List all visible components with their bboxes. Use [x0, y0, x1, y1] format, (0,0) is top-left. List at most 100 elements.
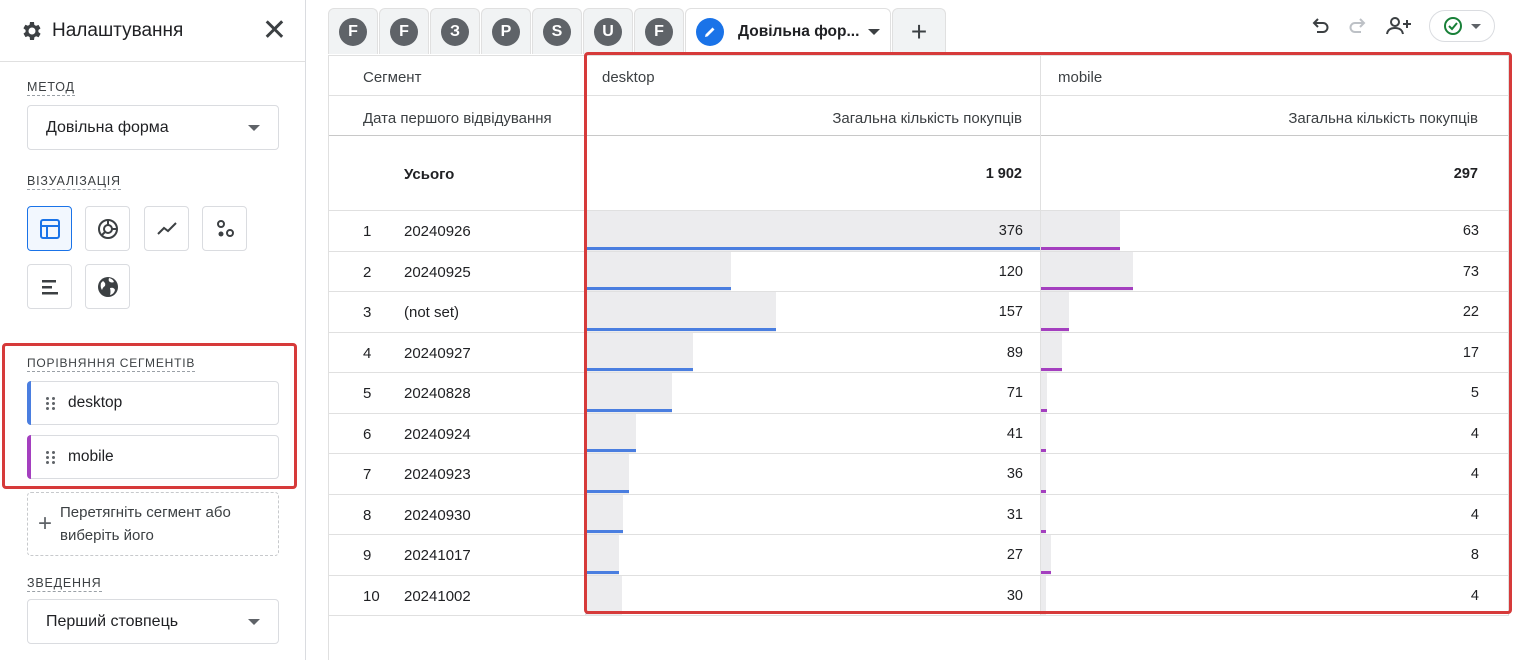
donut-viz-button[interactable] — [85, 206, 130, 251]
tab-1[interactable]: F — [328, 8, 378, 54]
undo-icon[interactable] — [1309, 15, 1331, 37]
row-value-mobile: 22 — [1462, 304, 1479, 320]
row-value-desktop: 27 — [1006, 547, 1023, 563]
tab-avatar: S — [543, 17, 571, 46]
pivot-select[interactable]: Перший стовпець — [27, 599, 279, 644]
bar-desktop-bg — [586, 251, 731, 291]
bar-mobile — [1041, 489, 1047, 493]
pencil-icon — [696, 17, 724, 46]
segment-drop-zone[interactable]: + Перетягніть сегмент або виберіть його — [27, 492, 279, 556]
table-row[interactable]: 9 20241017 27 8 — [329, 535, 1509, 576]
bar-chart-icon — [41, 279, 58, 294]
drag-handle-icon[interactable] — [46, 450, 56, 464]
segment-col-desktop[interactable]: desktop — [602, 69, 655, 86]
bar-mobile — [1041, 287, 1133, 290]
table-row[interactable]: 6 20240924 41 4 — [329, 413, 1509, 454]
row-value-mobile: 4 — [1470, 425, 1479, 442]
geo-viz-button[interactable] — [85, 264, 130, 309]
row-value-desktop: 36 — [1006, 466, 1023, 482]
table-row[interactable]: 10 20241002 30 4 — [329, 575, 1509, 616]
toolbar — [1309, 10, 1495, 42]
tab-4[interactable]: P — [481, 8, 531, 54]
row-date: 20240923 — [404, 466, 471, 483]
settings-title: Налаштування — [52, 19, 184, 41]
row-date: 20240924 — [404, 425, 471, 443]
metric-header-mobile[interactable]: Загальна кількість покупців — [1288, 110, 1478, 127]
table-row[interactable]: 2 20240925 120 73 — [329, 251, 1509, 292]
table-row[interactable]: 7 20240923 36 4 — [329, 454, 1509, 495]
row-value-mobile: 63 — [1462, 223, 1479, 239]
tab-avatar: З — [441, 17, 469, 46]
line-chart-icon — [156, 221, 177, 235]
tab-bar: F F З P S U F Довільна фор... + — [328, 8, 946, 54]
tab-6[interactable]: U — [583, 8, 633, 54]
chevron-down-icon[interactable] — [868, 28, 880, 35]
plus-icon: + — [38, 510, 53, 537]
drop-hint-line1: Перетягніть сегмент або — [60, 504, 231, 521]
scatter-viz-button[interactable] — [202, 206, 247, 251]
row-value-mobile: 73 — [1462, 263, 1479, 280]
row-rank: 6 — [363, 425, 372, 443]
bar-mobile-bg — [1041, 251, 1133, 291]
bar-desktop-bg — [586, 211, 1040, 251]
tab-avatar: F — [339, 17, 367, 46]
save-status-button[interactable] — [1429, 10, 1495, 42]
bar-desktop — [586, 408, 672, 412]
segment-color-bar — [27, 435, 31, 479]
row-value-mobile: 17 — [1462, 344, 1479, 361]
row-rank: 8 — [363, 506, 372, 524]
row-value-desktop: 157 — [998, 304, 1023, 320]
tab-2[interactable]: F — [379, 8, 429, 54]
row-rank: 3 — [363, 304, 372, 321]
segment-chip-desktop[interactable]: desktop — [27, 381, 279, 425]
table-row[interactable]: 3 (not set) 157 22 — [329, 292, 1509, 333]
table-row[interactable]: 4 20240927 89 17 — [329, 332, 1509, 373]
gear-icon — [23, 21, 41, 40]
method-label: МЕТОД — [27, 80, 75, 96]
table-row[interactable]: 8 20240930 31 4 — [329, 494, 1509, 535]
row-date: 20241002 — [404, 587, 471, 605]
bar-mobile-bg — [1041, 494, 1047, 534]
row-value-mobile: 4 — [1470, 466, 1479, 482]
table-icon — [39, 218, 60, 239]
bar-desktop — [586, 530, 624, 533]
table-row[interactable]: 1 20240926 376 63 — [329, 211, 1509, 252]
drop-hint: Перетягніть сегмент або виберіть його — [60, 501, 231, 547]
tab-5[interactable]: S — [532, 8, 582, 54]
dimension-header[interactable]: Дата першого відвідування — [363, 110, 552, 127]
bar-viz-button[interactable] — [27, 264, 72, 309]
row-rank: 7 — [363, 466, 372, 483]
line-viz-button[interactable] — [144, 206, 189, 251]
row-rank: 1 — [363, 223, 372, 240]
globe-icon — [97, 276, 118, 297]
segment-chip-mobile[interactable]: mobile — [27, 435, 279, 479]
segment-col-mobile[interactable]: mobile — [1058, 69, 1103, 86]
redo-icon[interactable] — [1347, 15, 1369, 37]
drag-handle-icon[interactable] — [46, 396, 56, 410]
method-select[interactable]: Довільна форма — [27, 105, 279, 150]
row-value-desktop: 30 — [1006, 587, 1023, 604]
settings-header: Налаштування ✕ — [0, 0, 305, 62]
row-date: 20240927 — [404, 344, 471, 362]
segment-name: mobile — [68, 448, 114, 465]
tab-active-free-form[interactable]: Довільна фор... — [685, 8, 891, 54]
total-mobile: 297 — [1453, 166, 1478, 182]
row-date: 20240925 — [404, 263, 471, 281]
total-desktop: 1 902 — [985, 166, 1022, 182]
tab-active-label: Довільна фор... — [738, 22, 860, 40]
share-user-add-icon[interactable] — [1385, 15, 1413, 37]
table-row[interactable]: 5 20240828 71 5 — [329, 373, 1509, 414]
metric-header-desktop[interactable]: Загальна кількість покупців — [832, 110, 1022, 127]
bar-mobile-bg — [1041, 575, 1047, 615]
close-icon[interactable]: ✕ — [261, 13, 287, 47]
row-value-mobile: 5 — [1470, 385, 1479, 401]
tab-3[interactable]: З — [430, 8, 480, 54]
settings-panel: Налаштування ✕ МЕТОД Довільна форма ВІЗУ… — [0, 0, 306, 660]
table-viz-button[interactable] — [27, 206, 72, 251]
bar-desktop-bg — [586, 575, 623, 615]
add-tab-button[interactable]: + — [892, 8, 946, 54]
bar-desktop — [586, 246, 1040, 250]
tab-7[interactable]: F — [634, 8, 684, 54]
donut-chart-icon — [97, 218, 118, 239]
row-date: (not set) — [404, 304, 460, 321]
